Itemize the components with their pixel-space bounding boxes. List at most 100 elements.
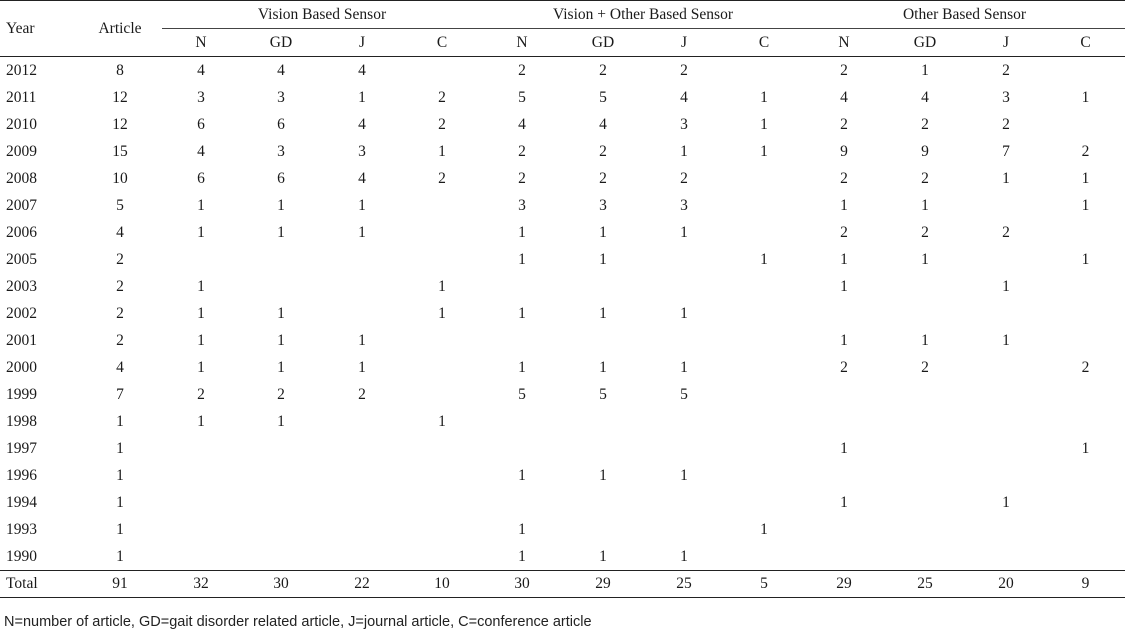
- table-cell: 1: [921, 331, 929, 349]
- table-cell: 4: [116, 358, 124, 376]
- table-cell: 2: [599, 142, 607, 160]
- table-cell: [966, 300, 1046, 327]
- table-cell: [562, 435, 644, 462]
- table-cell: [724, 489, 804, 516]
- year-cell: 2003: [6, 277, 37, 295]
- table-cell: 2: [1002, 115, 1010, 133]
- table-cell: [724, 300, 804, 327]
- table-cell: 5: [599, 385, 607, 403]
- table-cell: 9: [840, 142, 848, 160]
- table-cell: 10: [112, 169, 128, 187]
- table-header: Year Article Vision Based Sensor Vision …: [0, 0, 1125, 57]
- subheader-cell: GD: [269, 33, 293, 51]
- table-cell: 1: [358, 223, 366, 241]
- table-cell: [402, 489, 482, 516]
- year-cell: 2001: [6, 331, 37, 349]
- table-cell: [322, 462, 402, 489]
- table-cell: 2: [116, 277, 124, 295]
- table-cell: 6: [197, 115, 205, 133]
- table-row: 2012 8 4 4 4 2 2 2 2 1 2: [0, 57, 1125, 85]
- table-cell: [884, 381, 966, 408]
- table-cell: [644, 408, 724, 435]
- table-cell: [240, 543, 322, 571]
- table-cell: [402, 516, 482, 543]
- total-label: Total: [6, 575, 38, 592]
- table-cell: 1: [116, 547, 124, 565]
- subheader-cell: J: [680, 33, 688, 51]
- table-cell: [322, 489, 402, 516]
- table-cell: 1: [116, 520, 124, 538]
- table-cell: 1: [197, 277, 205, 295]
- table-cell: [402, 57, 482, 85]
- table-cell: [804, 300, 884, 327]
- table-cell: 1: [921, 61, 929, 79]
- table-footnote: N=number of article, GD=gait disorder re…: [4, 614, 592, 630]
- table-cell: 3: [518, 196, 526, 214]
- table-cell: 1: [277, 358, 285, 376]
- year-cell: 2012: [6, 61, 37, 79]
- table-cell: 4: [358, 115, 366, 133]
- table-cell: 4: [358, 61, 366, 79]
- table-cell: 4: [358, 169, 366, 187]
- table-cell: 1: [599, 466, 607, 484]
- table-cell: [322, 435, 402, 462]
- table-cell: 6: [277, 169, 285, 187]
- year-cell: 2000: [6, 358, 37, 376]
- table-cell: 1: [840, 493, 848, 511]
- table-cell: 1: [599, 358, 607, 376]
- table-cell: 1: [277, 331, 285, 349]
- table-cell: [884, 273, 966, 300]
- total-cell: 22: [354, 575, 370, 592]
- table-cell: 2: [518, 61, 526, 79]
- table-cell: 2: [1081, 358, 1090, 376]
- table-cell: 2: [840, 223, 848, 241]
- table-cell: 1: [197, 196, 205, 214]
- subheader-cell: J: [1002, 33, 1010, 51]
- table-cell: 1: [680, 466, 688, 484]
- table-cell: 1: [1081, 196, 1090, 214]
- subheader-cell: C: [1080, 33, 1091, 51]
- table-cell: [804, 408, 884, 435]
- year-cell: 2007: [6, 196, 37, 214]
- table-cell: 1: [1002, 277, 1010, 295]
- table-cell: 1: [518, 466, 526, 484]
- total-cell: 91: [112, 575, 128, 592]
- total-cell: 9: [1081, 575, 1090, 592]
- header-year: Year: [6, 19, 35, 37]
- table-row: 2001 2 1 1 1 1 1 1: [0, 327, 1125, 354]
- table-cell: 12: [112, 115, 128, 133]
- table-cell: 1: [1002, 169, 1010, 187]
- table-cell: 12: [112, 88, 128, 106]
- total-cell: 20: [998, 575, 1014, 592]
- table-cell: 1: [921, 196, 929, 214]
- table-cell: [162, 489, 240, 516]
- table-cell: [644, 246, 724, 273]
- table-cell: [240, 246, 322, 273]
- table-cell: [1046, 408, 1125, 435]
- table-cell: 1: [518, 547, 526, 565]
- table-cell: [322, 246, 402, 273]
- table-cell: 2: [680, 61, 688, 79]
- table-cell: 1: [1081, 250, 1090, 268]
- table-cell: [884, 300, 966, 327]
- table-cell: 1: [760, 250, 768, 268]
- table-cell: 2: [438, 88, 446, 106]
- table-cell: 1: [116, 466, 124, 484]
- table-cell: [804, 381, 884, 408]
- table-row: 1994 1 1 1: [0, 489, 1125, 516]
- table-cell: 1: [760, 115, 768, 133]
- table-cell: [1046, 111, 1125, 138]
- table-cell: [402, 381, 482, 408]
- table-cell: 6: [197, 169, 205, 187]
- table-cell: [966, 246, 1046, 273]
- total-row: Total 91 32 30 22 10 30 29 25 5 29 25 20 9: [0, 570, 1125, 598]
- table-cell: [966, 192, 1046, 219]
- table-cell: 1: [840, 439, 848, 457]
- table-cell: 4: [518, 115, 526, 133]
- table-cell: 1: [680, 358, 688, 376]
- total-cell: 32: [193, 575, 209, 592]
- table-cell: 1: [116, 412, 124, 430]
- table-cell: 1: [116, 439, 124, 457]
- table-cell: [482, 273, 562, 300]
